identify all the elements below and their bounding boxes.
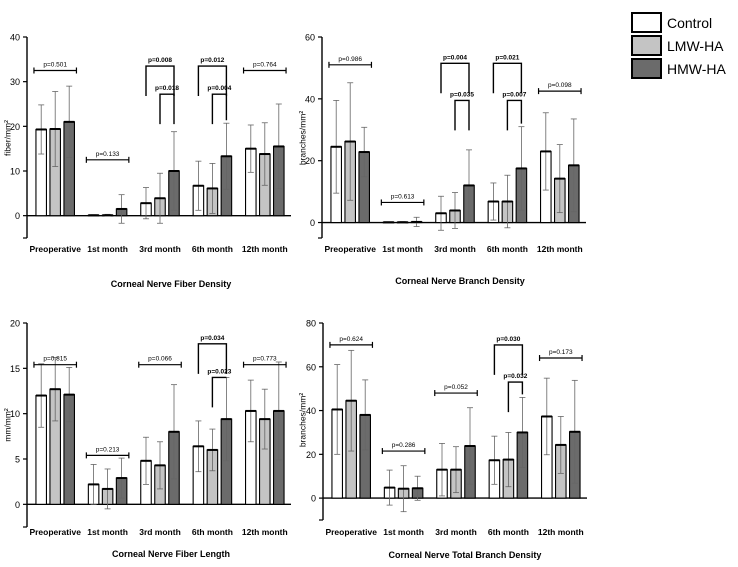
x-tick-label: 3rd month xyxy=(139,527,181,537)
legend-label-hmw: HMW-HA xyxy=(667,61,727,77)
y-axis-label: fiber/mm² xyxy=(2,120,12,156)
p-value-label: p=0.624 xyxy=(339,336,363,343)
legend: Control LMW-HA HMW-HA xyxy=(631,12,727,79)
chart-panel-3: 0 5 10 15 20 mm/mm² Preoperative 1st month 3rd m… xyxy=(2,319,291,559)
chart-panel-1: 0 10 20 30 40 fiber/mm² Preoperative 1st month 3… xyxy=(2,33,291,289)
x-tick-label: 6th month xyxy=(192,244,233,254)
y-tick-label: 20 xyxy=(10,319,20,329)
p-value-label: p=0.133 xyxy=(96,151,120,158)
y-tick-label: 20 xyxy=(305,156,315,166)
chart-title: Corneal Nerve Fiber Density xyxy=(111,279,232,289)
legend-swatch-lmw xyxy=(631,35,662,56)
significance-bracket xyxy=(493,344,524,375)
legend-label-lmw: LMW-HA xyxy=(667,38,724,54)
p-value-label: p=0.173 xyxy=(549,349,573,356)
x-tick-label: 1st month xyxy=(87,527,128,537)
y-tick-label: 40 xyxy=(306,406,316,416)
significance-bracket xyxy=(440,62,470,94)
chart-title: Corneal Nerve Fiber Length xyxy=(112,549,230,559)
x-tick-label: 6th month xyxy=(192,527,233,537)
p-value-label: p=0.007 xyxy=(502,91,526,98)
p-value-label: p=0.052 xyxy=(444,384,468,391)
y-tick-label: 20 xyxy=(306,450,316,460)
p-value-label: p=0.764 xyxy=(253,62,277,69)
significance-bracket xyxy=(197,343,228,374)
x-tick-label: Preoperative xyxy=(29,244,81,254)
x-tick-label: Preoperative xyxy=(29,527,81,537)
x-tick-label: 12th month xyxy=(538,527,584,537)
chart-title: Corneal Nerve Branch Density xyxy=(395,276,525,286)
y-tick-label: 0 xyxy=(15,500,20,510)
x-tick-label: 12th month xyxy=(242,527,288,537)
y-tick-label: 0 xyxy=(310,218,315,228)
significance-bracket xyxy=(145,65,175,97)
p-value-label: p=0.034 xyxy=(200,335,224,342)
y-tick-label: 15 xyxy=(10,364,20,374)
chart-panel-2: 0 20 40 60 branches/mm² Preoperative 1st month… xyxy=(297,33,586,286)
p-value-label: p=0.008 xyxy=(148,57,172,64)
p-value-label: p=0.213 xyxy=(96,446,120,453)
p-value-label: p=0.035 xyxy=(450,91,474,98)
p-value-label: p=0.815 xyxy=(43,356,67,363)
p-value-label: p=0.098 xyxy=(548,82,572,89)
x-tick-label: 6th month xyxy=(488,527,529,537)
y-tick-label: 0 xyxy=(15,211,20,221)
p-value-label: p=0.023 xyxy=(207,368,231,375)
significance-bracket xyxy=(211,93,228,125)
chart-panel-4: 0 20 40 60 80 branches/mm² Preoperative 1st mon… xyxy=(297,319,587,560)
y-axis-label: branches/mm² xyxy=(297,111,307,165)
x-tick-label: 12th month xyxy=(537,244,583,254)
legend-swatch-control xyxy=(631,12,662,33)
x-tick-label: 1st month xyxy=(87,244,128,254)
x-tick-label: Preoperative xyxy=(324,244,376,254)
legend-label-control: Control xyxy=(667,15,712,31)
significance-bracket xyxy=(507,381,524,413)
p-value-label: p=0.501 xyxy=(43,62,67,69)
significance-bracket xyxy=(159,93,175,125)
p-value-label: p=0.004 xyxy=(443,54,467,61)
y-tick-label: 30 xyxy=(10,77,20,87)
p-value-label: p=0.613 xyxy=(391,193,415,200)
x-tick-label: 3rd month xyxy=(435,527,477,537)
significance-bracket xyxy=(197,65,228,97)
p-value-label: p=0.004 xyxy=(207,85,231,92)
p-value-label: p=0.066 xyxy=(148,356,172,363)
significance-bracket xyxy=(211,376,227,408)
x-tick-label: 6th month xyxy=(487,244,528,254)
x-tick-label: 1st month xyxy=(382,244,423,254)
y-axis-label: branches/mm² xyxy=(297,393,307,447)
x-tick-label: 3rd month xyxy=(434,244,476,254)
p-value-label: p=0.986 xyxy=(338,56,362,63)
y-tick-label: 60 xyxy=(305,33,315,43)
p-value-label: p=0.030 xyxy=(496,336,520,343)
x-tick-label: Preoperative xyxy=(325,527,377,537)
significance-bracket xyxy=(454,99,470,131)
y-tick-label: 40 xyxy=(305,94,315,104)
significance-bracket xyxy=(506,99,523,131)
y-tick-label: 60 xyxy=(306,362,316,372)
x-tick-label: 12th month xyxy=(242,244,288,254)
p-value-label: p=0.773 xyxy=(253,356,277,363)
legend-swatch-hmw xyxy=(631,58,662,79)
y-tick-label: 10 xyxy=(10,409,20,419)
significance-bracket xyxy=(492,62,523,94)
y-tick-label: 40 xyxy=(10,33,20,43)
p-value-label: p=0.032 xyxy=(503,373,527,380)
x-tick-label: 3rd month xyxy=(139,244,181,254)
p-value-label: p=0.286 xyxy=(392,442,416,449)
y-tick-label: 20 xyxy=(10,122,20,132)
y-tick-label: 0 xyxy=(311,494,316,504)
p-value-label: p=0.021 xyxy=(495,54,519,61)
p-value-label: p=0.012 xyxy=(200,57,224,64)
x-tick-label: 1st month xyxy=(383,527,424,537)
chart-title: Corneal Nerve Total Branch Density xyxy=(389,550,542,560)
y-tick-label: 5 xyxy=(15,455,20,465)
y-tick-label: 80 xyxy=(306,319,316,329)
y-axis-label: mm/mm² xyxy=(2,408,12,442)
p-value-label: p=0.018 xyxy=(155,85,179,92)
y-tick-label: 10 xyxy=(10,167,20,177)
